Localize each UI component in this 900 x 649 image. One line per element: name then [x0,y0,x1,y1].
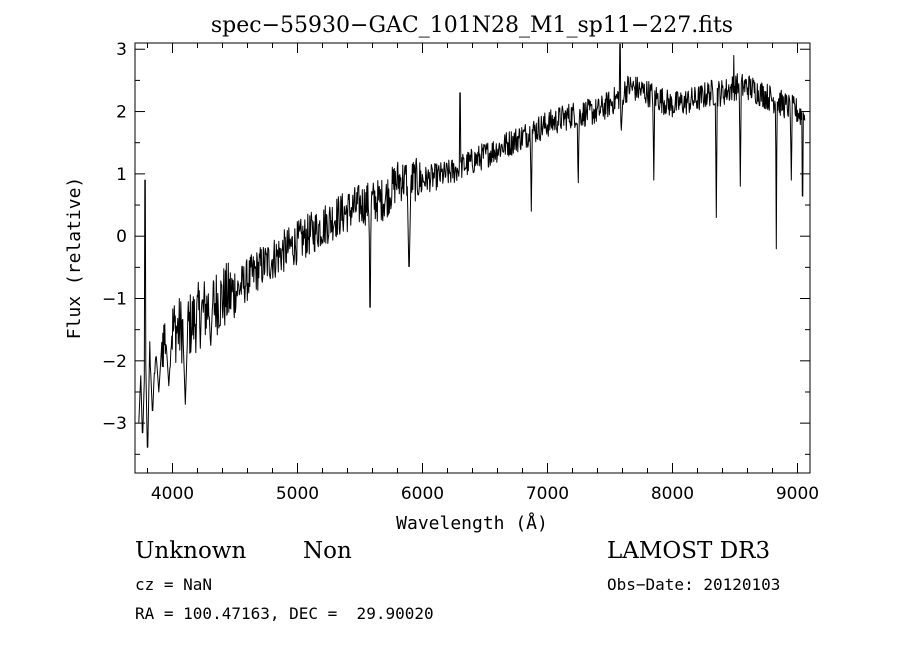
coordinates: RA = 100.47163, DEC = 29.90020 [135,604,434,623]
plot-frame [134,42,811,474]
spectrum-line [138,43,806,448]
y-axis-label: Flux (relative) [64,177,85,340]
x-tick-label: 9000 [776,484,819,504]
redshift-cz: cz = NaN [135,575,213,594]
y-tick-label: 0 [116,227,127,247]
survey-name: LAMOST DR3 [607,538,771,564]
x-tick-label: 4000 [151,484,194,504]
y-tick-label: 3 [116,40,127,60]
axis-ticks [135,43,810,473]
x-tick-label: 6000 [401,484,444,504]
y-tick-label: −2 [102,352,127,372]
y-tick-label: 1 [116,165,127,185]
x-tick-label: 7000 [526,484,569,504]
object-subclass: Non [303,538,352,564]
y-tick-labels: −3 −2 −1 0 1 2 3 [102,40,127,434]
object-class: Unknown [135,538,247,564]
x-tick-label: 5000 [276,484,319,504]
x-tick-label: 8000 [651,484,694,504]
y-tick-label: 2 [116,103,127,123]
x-axis-label: Wavelength (Å) [396,512,548,534]
y-tick-label: −3 [102,414,127,434]
x-tick-labels: 4000 5000 6000 7000 8000 9000 [151,484,819,504]
observation-date: Obs−Date: 20120103 [607,575,781,594]
chart-title: spec−55930−GAC_101N28_M1_sp11−227.fits [211,13,733,38]
y-tick-label: −1 [102,290,127,310]
